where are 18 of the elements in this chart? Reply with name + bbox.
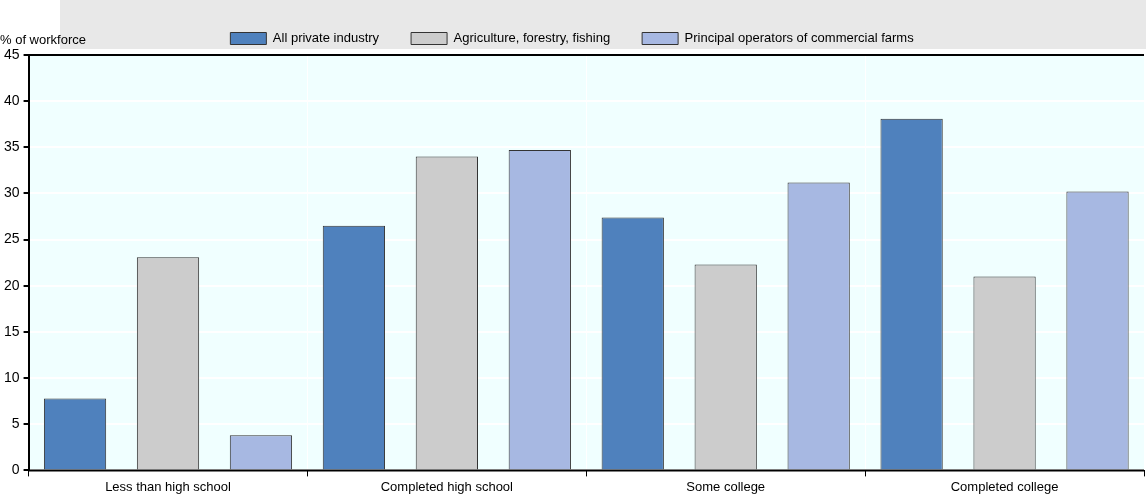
y-tick-label: 25 [3, 230, 20, 247]
y-axis-title: % of workforce [0, 32, 86, 48]
y-tick-label: 30 [3, 184, 20, 201]
y-tick-label: 15 [3, 322, 20, 339]
x-tick-label: Completed college [950, 478, 1059, 494]
x-tick-label: Completed high school [380, 478, 514, 494]
x-tick-label: Less than high school [105, 478, 231, 494]
y-tick-label: 10 [3, 368, 20, 385]
y-tick-label: 20 [3, 276, 20, 293]
legend-label: All private industry [272, 30, 380, 46]
y-tick-label: 5 [11, 415, 20, 432]
y-tick-label: 35 [3, 138, 20, 155]
y-tick-label: 0 [11, 461, 20, 478]
legend-label: Agriculture, forestry, fishing [453, 30, 611, 46]
y-tick-label: 45 [3, 45, 20, 62]
y-tick-label: 40 [3, 92, 20, 109]
x-tick-label: Some college [686, 478, 766, 494]
legend-label: Principal operators of commercial farms [684, 30, 915, 46]
